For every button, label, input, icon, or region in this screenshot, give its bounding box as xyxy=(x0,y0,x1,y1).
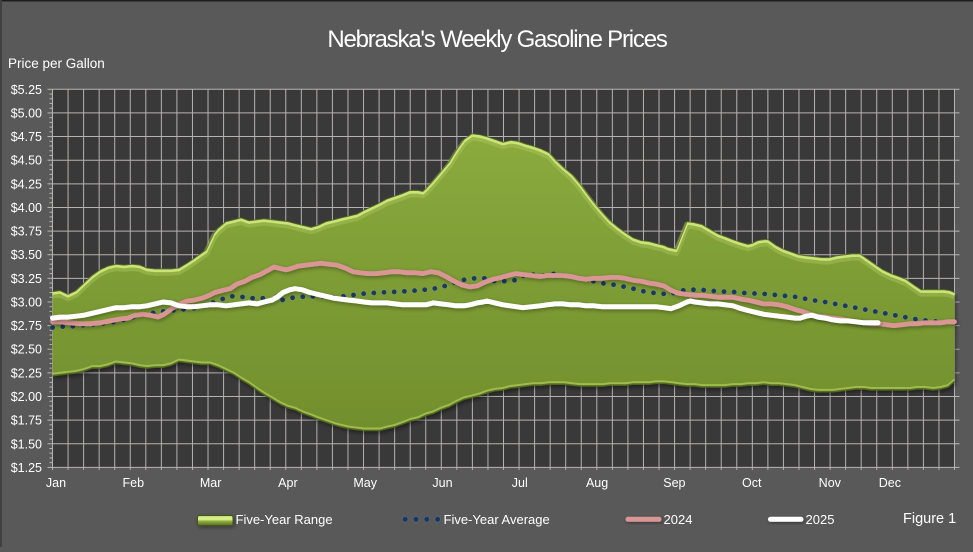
svg-text:Oct: Oct xyxy=(742,476,762,490)
svg-text:Figure 1: Figure 1 xyxy=(903,511,956,527)
svg-text:Mar: Mar xyxy=(200,476,222,490)
svg-text:$1.50: $1.50 xyxy=(11,437,42,451)
svg-text:$1.75: $1.75 xyxy=(11,414,42,428)
svg-text:$5.00: $5.00 xyxy=(11,106,42,120)
svg-text:Price per Gallon: Price per Gallon xyxy=(8,56,105,71)
svg-text:$4.75: $4.75 xyxy=(11,130,42,144)
svg-text:$4.25: $4.25 xyxy=(11,177,42,191)
svg-text:$4.50: $4.50 xyxy=(11,154,42,168)
svg-text:2025: 2025 xyxy=(806,512,835,527)
svg-text:Sep: Sep xyxy=(663,476,685,490)
svg-text:Aug: Aug xyxy=(586,476,608,490)
svg-text:$4.00: $4.00 xyxy=(11,201,42,215)
svg-text:Five-Year Range: Five-Year Range xyxy=(236,512,333,527)
svg-text:Apr: Apr xyxy=(278,476,297,490)
svg-text:$3.25: $3.25 xyxy=(11,272,42,286)
svg-text:$5.25: $5.25 xyxy=(11,83,42,97)
svg-text:$1.25: $1.25 xyxy=(11,461,42,475)
svg-text:$2.50: $2.50 xyxy=(11,343,42,357)
svg-text:Jan: Jan xyxy=(46,476,66,490)
svg-text:$3.75: $3.75 xyxy=(11,225,42,239)
svg-text:$2.00: $2.00 xyxy=(11,390,42,404)
svg-text:Jul: Jul xyxy=(512,476,528,490)
svg-text:$3.00: $3.00 xyxy=(11,296,42,310)
svg-text:2024: 2024 xyxy=(664,512,693,527)
svg-text:Jun: Jun xyxy=(432,476,452,490)
svg-text:Five-Year Average: Five-Year Average xyxy=(444,512,550,527)
svg-text:$2.25: $2.25 xyxy=(11,366,42,380)
svg-text:Dec: Dec xyxy=(879,476,901,490)
svg-text:Nebraska's Weekly Gasoline Pri: Nebraska's Weekly Gasoline Prices xyxy=(327,26,668,53)
svg-text:$3.50: $3.50 xyxy=(11,248,42,262)
svg-text:May: May xyxy=(353,476,377,490)
svg-text:$2.75: $2.75 xyxy=(11,319,42,333)
svg-text:Nov: Nov xyxy=(819,476,842,490)
svg-text:Feb: Feb xyxy=(123,476,145,490)
